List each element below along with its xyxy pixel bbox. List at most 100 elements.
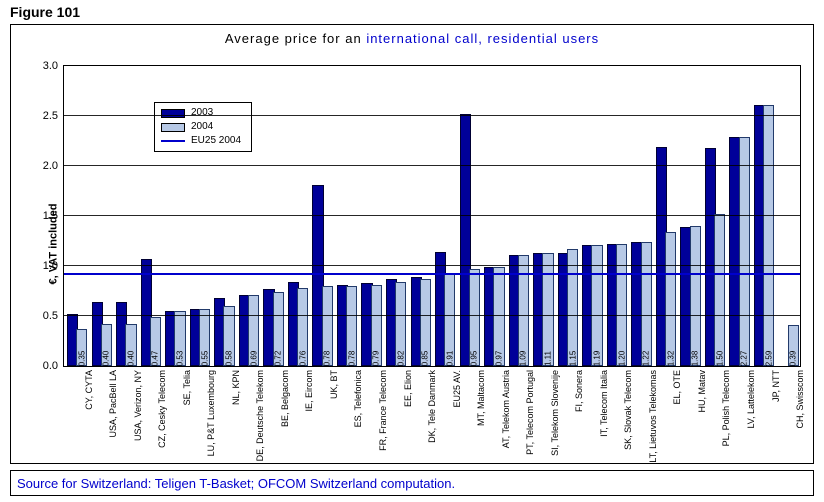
bar-value-label: 1.09 xyxy=(519,351,528,367)
plot-area: 0.350.400.400.470.530.550.580.690.720.76… xyxy=(63,65,801,367)
source-note: Source for Switzerland: Teligen T-Basket… xyxy=(10,470,814,496)
y-tick-label: 1.5 xyxy=(43,210,58,222)
legend-item-2004: 2004 xyxy=(161,120,241,134)
x-tick-label: PT, Telecom Portugal xyxy=(525,370,535,455)
bar-value-label: 0.69 xyxy=(249,351,258,367)
bar-value-label: 2.59 xyxy=(764,351,773,367)
bar-2004: 0.40 xyxy=(101,324,112,366)
x-tick-label: JP, NTT xyxy=(771,370,781,402)
bar-2004: 0.72 xyxy=(273,292,284,366)
x-tick-label: BE, Belgacom xyxy=(280,370,290,427)
bar-2004: 0.69 xyxy=(248,295,259,366)
bar-value-label: 1.50 xyxy=(715,351,724,367)
legend-line-eu25 xyxy=(161,140,185,142)
bar-value-label: 0.55 xyxy=(200,351,209,367)
bar-2004: 1.11 xyxy=(542,253,553,366)
x-tick-label: IT, Telecom Italia xyxy=(599,370,609,437)
gridline xyxy=(64,165,800,166)
legend-label-2003: 2003 xyxy=(191,106,213,120)
x-tick-label: CZ, Cesky Telecom xyxy=(157,370,167,448)
bar-2004: 1.50 xyxy=(714,214,725,366)
y-tick-label: 0.0 xyxy=(43,360,58,372)
bar-2004: 1.38 xyxy=(690,226,701,366)
gridline xyxy=(64,115,800,116)
bar-value-label: 2.27 xyxy=(740,351,749,367)
x-tick-label: SK, Slovak Telecom xyxy=(623,370,633,450)
bar-2004: 0.47 xyxy=(150,317,161,366)
bar-value-label: 0.85 xyxy=(421,351,430,367)
x-tick-label: CY, CYTA xyxy=(84,370,94,410)
bar-value-label: 0.78 xyxy=(347,351,356,367)
x-tick-label: DK, Tele Danmark xyxy=(427,370,437,443)
gridline xyxy=(64,215,800,216)
bar-value-label: 0.95 xyxy=(470,351,479,367)
x-tick-label: EU25 AV. xyxy=(452,370,462,408)
x-tick-label: MT, Maltacom xyxy=(476,370,486,426)
figure-label: Figure 101 xyxy=(10,4,80,20)
bar-2004: 0.39 xyxy=(788,325,799,366)
bar-2004: 0.97 xyxy=(493,267,504,366)
bar-value-label: 1.20 xyxy=(617,351,626,367)
eu25-reference-line xyxy=(64,273,800,275)
bar-value-label: 1.32 xyxy=(666,351,675,367)
x-tick-label: IE, Eircom xyxy=(304,370,314,412)
x-tick-label: SI, Telekom Slovenije xyxy=(550,370,560,456)
x-tick-label: HU, Matav xyxy=(697,370,707,413)
x-tick-label: NL, KPN xyxy=(231,370,241,405)
y-tick-label: 3.0 xyxy=(43,60,58,72)
bar-2004: 1.15 xyxy=(567,249,578,366)
bar-value-label: 0.82 xyxy=(396,351,405,367)
legend-swatch-2003 xyxy=(161,109,185,118)
x-tick-label: FR, France Telecom xyxy=(378,370,388,451)
x-tick-label: LV, Lattelekom xyxy=(746,370,756,429)
gridline xyxy=(64,315,800,316)
chart-title-part1: Average price for an xyxy=(225,31,366,46)
y-tick-label: 2.5 xyxy=(43,110,58,122)
bar-2004: 1.22 xyxy=(641,242,652,366)
bar-value-label: 0.76 xyxy=(298,351,307,367)
bar-2004: 0.35 xyxy=(76,329,87,366)
legend-item-2003: 2003 xyxy=(161,106,241,120)
bar-2004: 0.40 xyxy=(125,324,136,366)
x-tick-label: ES, Telefonica xyxy=(353,370,363,427)
x-tick-label: UK, BT xyxy=(329,370,339,399)
legend-label-eu25: EU25 2004 xyxy=(191,134,241,148)
bar-value-label: 0.39 xyxy=(789,351,798,367)
x-tick-label: SE, Telia xyxy=(182,370,192,405)
bar-2004: 1.19 xyxy=(591,245,602,366)
bar-2004: 2.27 xyxy=(739,137,750,366)
bar-value-label: 0.40 xyxy=(126,351,135,367)
bar-value-label: 1.11 xyxy=(543,351,552,366)
x-tick-label: LT, Lietuvos Telekomas xyxy=(648,370,658,463)
bar-value-label: 0.78 xyxy=(323,351,332,367)
bar-value-label: 0.72 xyxy=(274,351,283,367)
y-tick-label: 0.5 xyxy=(43,310,58,322)
bar-value-label: 1.15 xyxy=(568,351,577,367)
bar-2004: 0.95 xyxy=(469,269,480,366)
bar-value-label: 1.19 xyxy=(593,351,602,367)
bar-value-label: 0.79 xyxy=(372,351,381,367)
bar-2004: 1.32 xyxy=(665,232,676,366)
bar-2004: 1.09 xyxy=(518,255,529,366)
bar-2004: 0.79 xyxy=(371,285,382,366)
bar-2004: 0.55 xyxy=(199,309,210,366)
bar-value-label: 0.58 xyxy=(225,351,234,367)
bar-value-label: 0.91 xyxy=(445,351,454,367)
gridline xyxy=(64,265,800,266)
x-tick-label: AT, Telekom Austria xyxy=(501,370,511,448)
x-tick-label: USA, PacBell LA xyxy=(108,370,118,438)
bar-2004: 0.82 xyxy=(395,282,406,366)
legend-label-2004: 2004 xyxy=(191,120,213,134)
y-tick-label: 2.0 xyxy=(43,160,58,172)
bar-2004: 1.20 xyxy=(616,244,627,366)
legend-swatch-2004 xyxy=(161,123,185,132)
x-tick-label: EL, OTE xyxy=(672,370,682,405)
bar-2004: 0.78 xyxy=(346,286,357,366)
bar-2004: 0.78 xyxy=(322,286,333,366)
chart-title: Average price for an international call,… xyxy=(11,25,813,46)
x-tick-label: PL, Polish Telecom xyxy=(721,370,731,446)
x-tick-label: LU, P&T Luxembourg xyxy=(206,370,216,456)
bar-value-label: 0.35 xyxy=(77,351,86,367)
bar-value-label: 1.22 xyxy=(642,351,651,367)
y-tick-label: 1.0 xyxy=(43,260,58,272)
